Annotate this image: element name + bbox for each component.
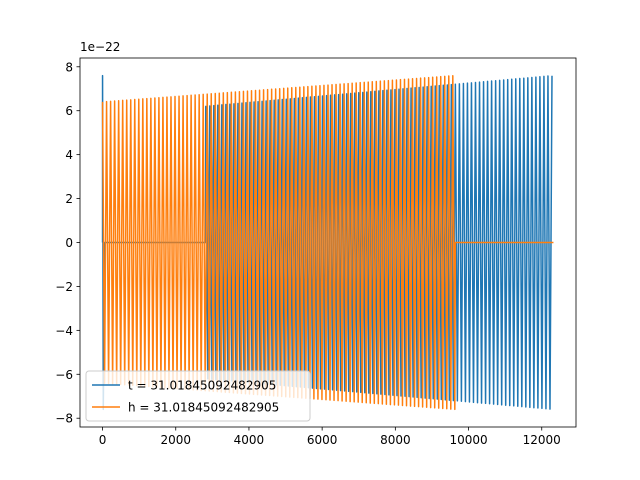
legend-label-2: h = 31.01845092482905 (128, 401, 279, 415)
legend: t = 31.01845092482905 h = 31.018450924829… (85, 370, 311, 422)
legend-box (85, 370, 311, 422)
x-tick-label: 12000 (523, 433, 561, 447)
y-tick-label: 6 (65, 104, 73, 118)
legend-label-1: t = 31.01845092482905 (128, 379, 276, 393)
x-tick-label: 2000 (160, 433, 191, 447)
y-tick-label: −6 (55, 368, 73, 382)
x-tick-label: 6000 (307, 433, 338, 447)
y-tick-label: 0 (65, 236, 73, 250)
x-tick-label: 10000 (449, 433, 487, 447)
x-tick-label: 8000 (380, 433, 411, 447)
y-tick-label: −8 (55, 412, 73, 426)
series-line-2 (101, 75, 554, 411)
y-tick-label: 2 (65, 192, 73, 206)
x-tick-label: 4000 (234, 433, 265, 447)
y-tick-label: 4 (65, 148, 73, 162)
y-tick-label: 8 (65, 60, 73, 74)
y-tick-label: −4 (55, 324, 73, 338)
plot-area (101, 74, 554, 411)
y-offset-label: 1e−22 (80, 40, 120, 54)
x-tick-label: 0 (99, 433, 107, 447)
y-tick-label: −2 (55, 280, 73, 294)
axes: 0 2000 4000 6000 8000 10000 12000 −8 −6 −4 −2 0 2 4 6 8 (55, 57, 577, 447)
